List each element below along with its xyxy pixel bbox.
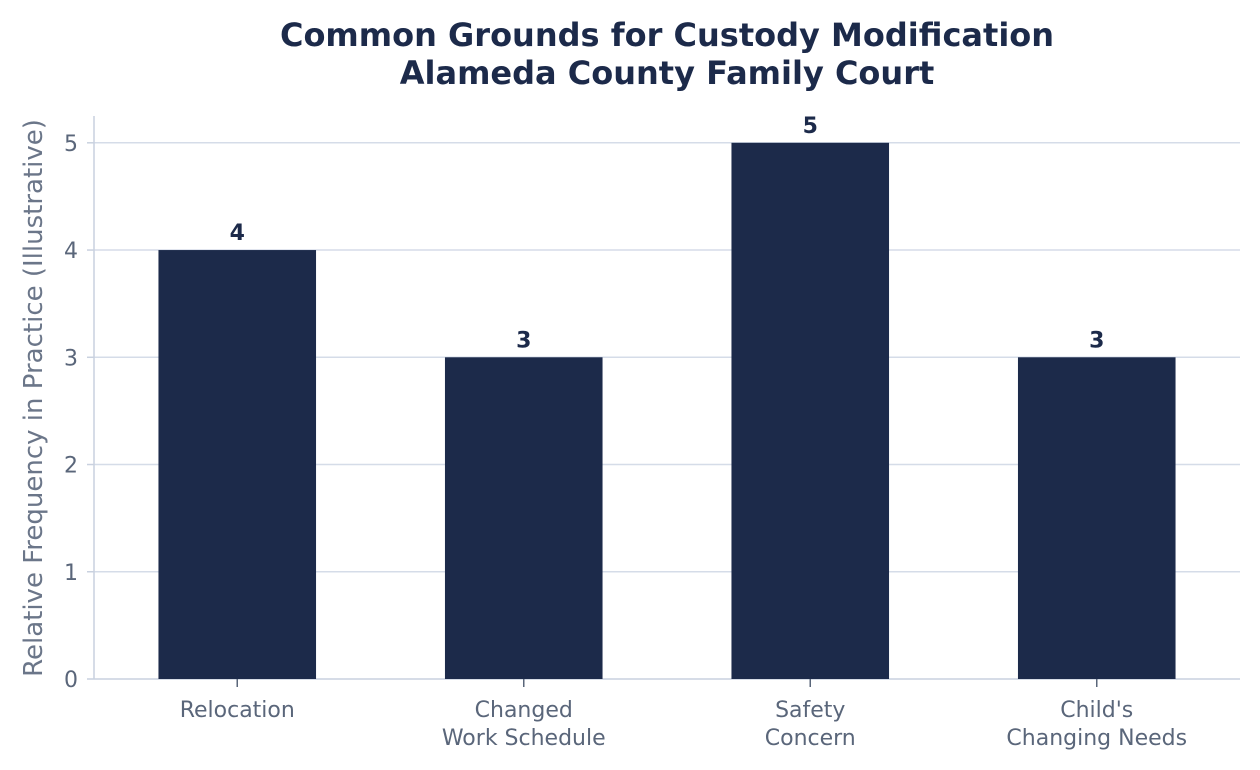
bar	[731, 142, 890, 680]
x-tick-label: Relocation	[180, 698, 295, 723]
bar-value-label: 5	[803, 114, 818, 139]
y-tick-label: 5	[64, 132, 78, 157]
y-tick-label: 1	[64, 561, 78, 586]
y-tick-label: 4	[64, 239, 78, 264]
x-tick-label: Work Schedule	[442, 726, 606, 751]
x-tick-label: Changed	[475, 698, 573, 723]
y-tick-label: 3	[64, 346, 78, 371]
y-axis-label: Relative Frequency in Practice (Illustra…	[19, 119, 49, 677]
x-tick-label: Changing Needs	[1006, 726, 1187, 751]
labels: 0 1 2 3 4 5 4 Relocation 3 Changed Work Schedule 5 S…	[64, 114, 1187, 751]
bar-value-label: 3	[516, 328, 531, 353]
y-tick-label: 2	[64, 454, 78, 479]
bars	[158, 142, 1176, 680]
x-tick-label: Concern	[765, 726, 856, 751]
bar-value-label: 4	[230, 221, 245, 246]
chart-title-line-1: Common Grounds for Custody Modification	[280, 16, 1054, 54]
chart-title-line-2: Alameda County Family Court	[400, 54, 935, 92]
bar	[444, 357, 603, 679]
x-tick-label: Safety	[775, 698, 845, 723]
x-tick-label: Child's	[1060, 698, 1133, 723]
y-tick-label: 0	[64, 668, 78, 693]
bar	[158, 250, 317, 680]
bar	[1017, 357, 1176, 679]
bar-value-label: 3	[1089, 328, 1104, 353]
